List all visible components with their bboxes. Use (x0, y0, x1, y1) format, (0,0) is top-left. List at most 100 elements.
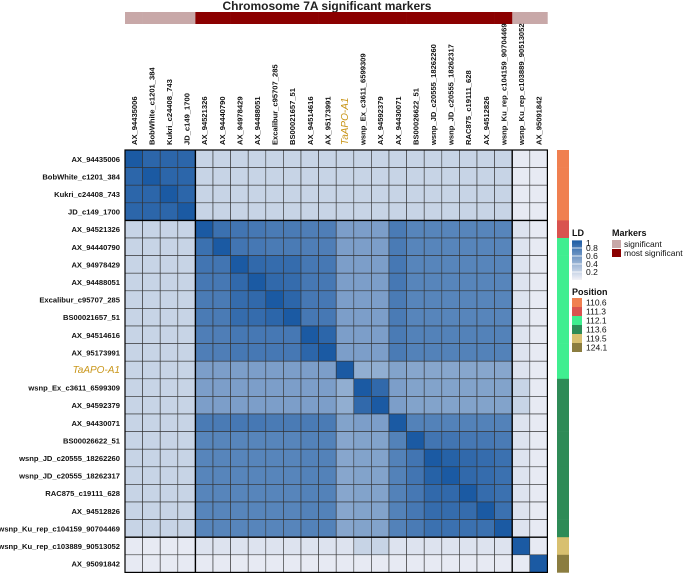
heatmap-cell-r3-c15 (388, 202, 407, 221)
heatmap-cell-r4-c10 (300, 220, 319, 239)
heatmap-cell-r6-c23 (529, 255, 548, 274)
heatmap-cell-r18-c10 (300, 466, 319, 485)
heatmap-cell-r7-c21 (494, 272, 513, 292)
heatmap-cell-r22-c7 (247, 536, 267, 556)
heatmap-cell-r14-c23 (529, 396, 548, 415)
heatmap-cell-r7-c13 (353, 272, 372, 292)
position-cell-21 (557, 519, 569, 538)
heatmap-cell-r0-c9 (283, 149, 302, 168)
heatmap-cell-r14-c12 (335, 396, 355, 415)
heatmap-cell-r8-c9 (283, 290, 302, 309)
heatmap-cell-r11-c13 (353, 343, 372, 362)
column-label-19: RAC875_c19111_628 (464, 70, 473, 145)
heatmap-cell-r16-c21 (494, 431, 513, 450)
heatmap-cell-r23-c3 (177, 554, 196, 573)
significance-annotation-bar (125, 12, 548, 24)
heatmap-cell-r17-c12 (335, 448, 355, 468)
heatmap-cell-r15-c10 (300, 413, 319, 432)
legend-position-swatch-5 (572, 343, 582, 352)
heatmap-cell-r15-c18 (441, 413, 460, 432)
heatmap-cell-r12-c16 (406, 360, 425, 380)
heatmap-cell-r18-c8 (265, 466, 284, 485)
significance-cell-1 (142, 12, 161, 24)
row-label-2: Kukri_c24408_743 (54, 190, 120, 199)
heatmap-cell-r11-c8 (265, 343, 284, 362)
legend-position-label-5: 124.1 (586, 343, 608, 353)
heatmap-cell-r7-c11 (318, 272, 337, 292)
heatmap-cell-r15-c7 (247, 413, 267, 432)
heatmap-cell-r2-c5 (212, 184, 231, 204)
heatmap-cell-r13-c3 (177, 378, 196, 397)
heatmap-cell-r4-c18 (441, 220, 460, 239)
heatmap-cell-r2-c12 (335, 184, 355, 204)
heatmap-cell-r10-c1 (142, 325, 161, 344)
heatmap-cell-r23-c17 (423, 554, 443, 573)
position-cell-16 (557, 431, 569, 450)
heatmap-cell-r13-c4 (195, 378, 214, 397)
column-label-20: AX_94512826 (482, 96, 491, 145)
heatmap-cell-r7-c14 (371, 272, 390, 292)
significance-cell-5 (213, 12, 231, 24)
heatmap-cell-r7-c0 (124, 272, 143, 292)
heatmap-cell-r6-c10 (300, 255, 319, 274)
legend-position-swatch-3 (572, 325, 582, 334)
heatmap-cell-r19-c23 (529, 484, 548, 503)
heatmap-cell-r10-c20 (476, 325, 495, 344)
heatmap-cell-r9-c7 (247, 308, 267, 327)
heatmap-cell-r13-c13 (353, 378, 372, 397)
column-label-9: BS00021657_51 (288, 87, 297, 145)
heatmap-cell-r4-c13 (353, 220, 372, 239)
heatmap-cell-r23-c18 (441, 554, 460, 573)
heatmap-cell-r3-c23 (529, 202, 548, 221)
legend-position-swatch-2 (572, 316, 582, 325)
heatmap-cell-r22-c16 (406, 536, 425, 556)
heatmap-cell-r11-c3 (177, 343, 196, 362)
heatmap-cell-r5-c23 (529, 237, 548, 256)
heatmap-cell-r7-c5 (212, 272, 231, 292)
heatmap-cell-r20-c22 (511, 501, 531, 520)
heatmap-cell-r17-c18 (441, 448, 460, 468)
heatmap-cell-r23-c1 (142, 554, 161, 573)
significance-cell-19 (459, 12, 478, 24)
column-label-15: AX_94430071 (394, 96, 403, 145)
heatmap-cell-r19-c20 (476, 484, 495, 503)
heatmap-cell-r16-c22 (511, 431, 531, 450)
heatmap-cell-r9-c2 (159, 308, 179, 327)
heatmap-cell-r12-c9 (283, 360, 302, 380)
heatmap-cell-r14-c15 (388, 396, 407, 415)
heatmap-cell-r19-c4 (195, 484, 214, 503)
heatmap-cell-r2-c14 (371, 184, 390, 204)
heatmap-cell-r2-c13 (353, 184, 372, 204)
row-label-17: wsnp_JD_c20555_18262260 (18, 454, 120, 463)
heatmap-cell-r4-c12 (335, 220, 355, 239)
heatmap-cell-r13-c7 (247, 378, 267, 397)
heatmap-cell-r2-c8 (265, 184, 284, 204)
heatmap-cell-r9-c15 (388, 308, 407, 327)
heatmap-cell-r0-c0 (124, 149, 143, 168)
column-label-17: wsnp_JD_c20555_18262260 (429, 44, 438, 146)
heatmap-cell-r20-c17 (423, 501, 443, 520)
heatmap-cell-r22-c20 (476, 536, 495, 556)
heatmap-cell-r5-c1 (142, 237, 161, 256)
heatmap-cell-r8-c5 (212, 290, 231, 309)
heatmap-cell-r9-c9 (283, 308, 302, 327)
heatmap-cell-r10-c17 (423, 325, 443, 344)
position-cell-20 (557, 502, 569, 520)
heatmap-cell-r1-c16 (406, 167, 425, 186)
heatmap-cell-r16-c23 (529, 431, 548, 450)
heatmap-cell-r20-c16 (406, 501, 425, 520)
heatmap-cell-r2-c2 (159, 184, 179, 204)
heatmap-cell-r22-c10 (300, 536, 319, 556)
heatmap-cell-r3-c14 (371, 202, 390, 221)
heatmap-cell-r15-c4 (195, 413, 214, 432)
heatmap-cell-r17-c7 (247, 448, 267, 468)
heatmap-cell-r18-c2 (159, 466, 179, 485)
heatmap-cell-r10-c13 (353, 325, 372, 344)
heatmap-cell-r19-c7 (247, 484, 267, 503)
heatmap-cell-r15-c14 (371, 413, 390, 432)
heatmap-cell-r8-c8 (265, 290, 284, 309)
heatmap-cell-r3-c2 (159, 202, 179, 221)
heatmap-cell-r15-c0 (124, 413, 143, 432)
heatmap-cell-r9-c4 (195, 308, 214, 327)
